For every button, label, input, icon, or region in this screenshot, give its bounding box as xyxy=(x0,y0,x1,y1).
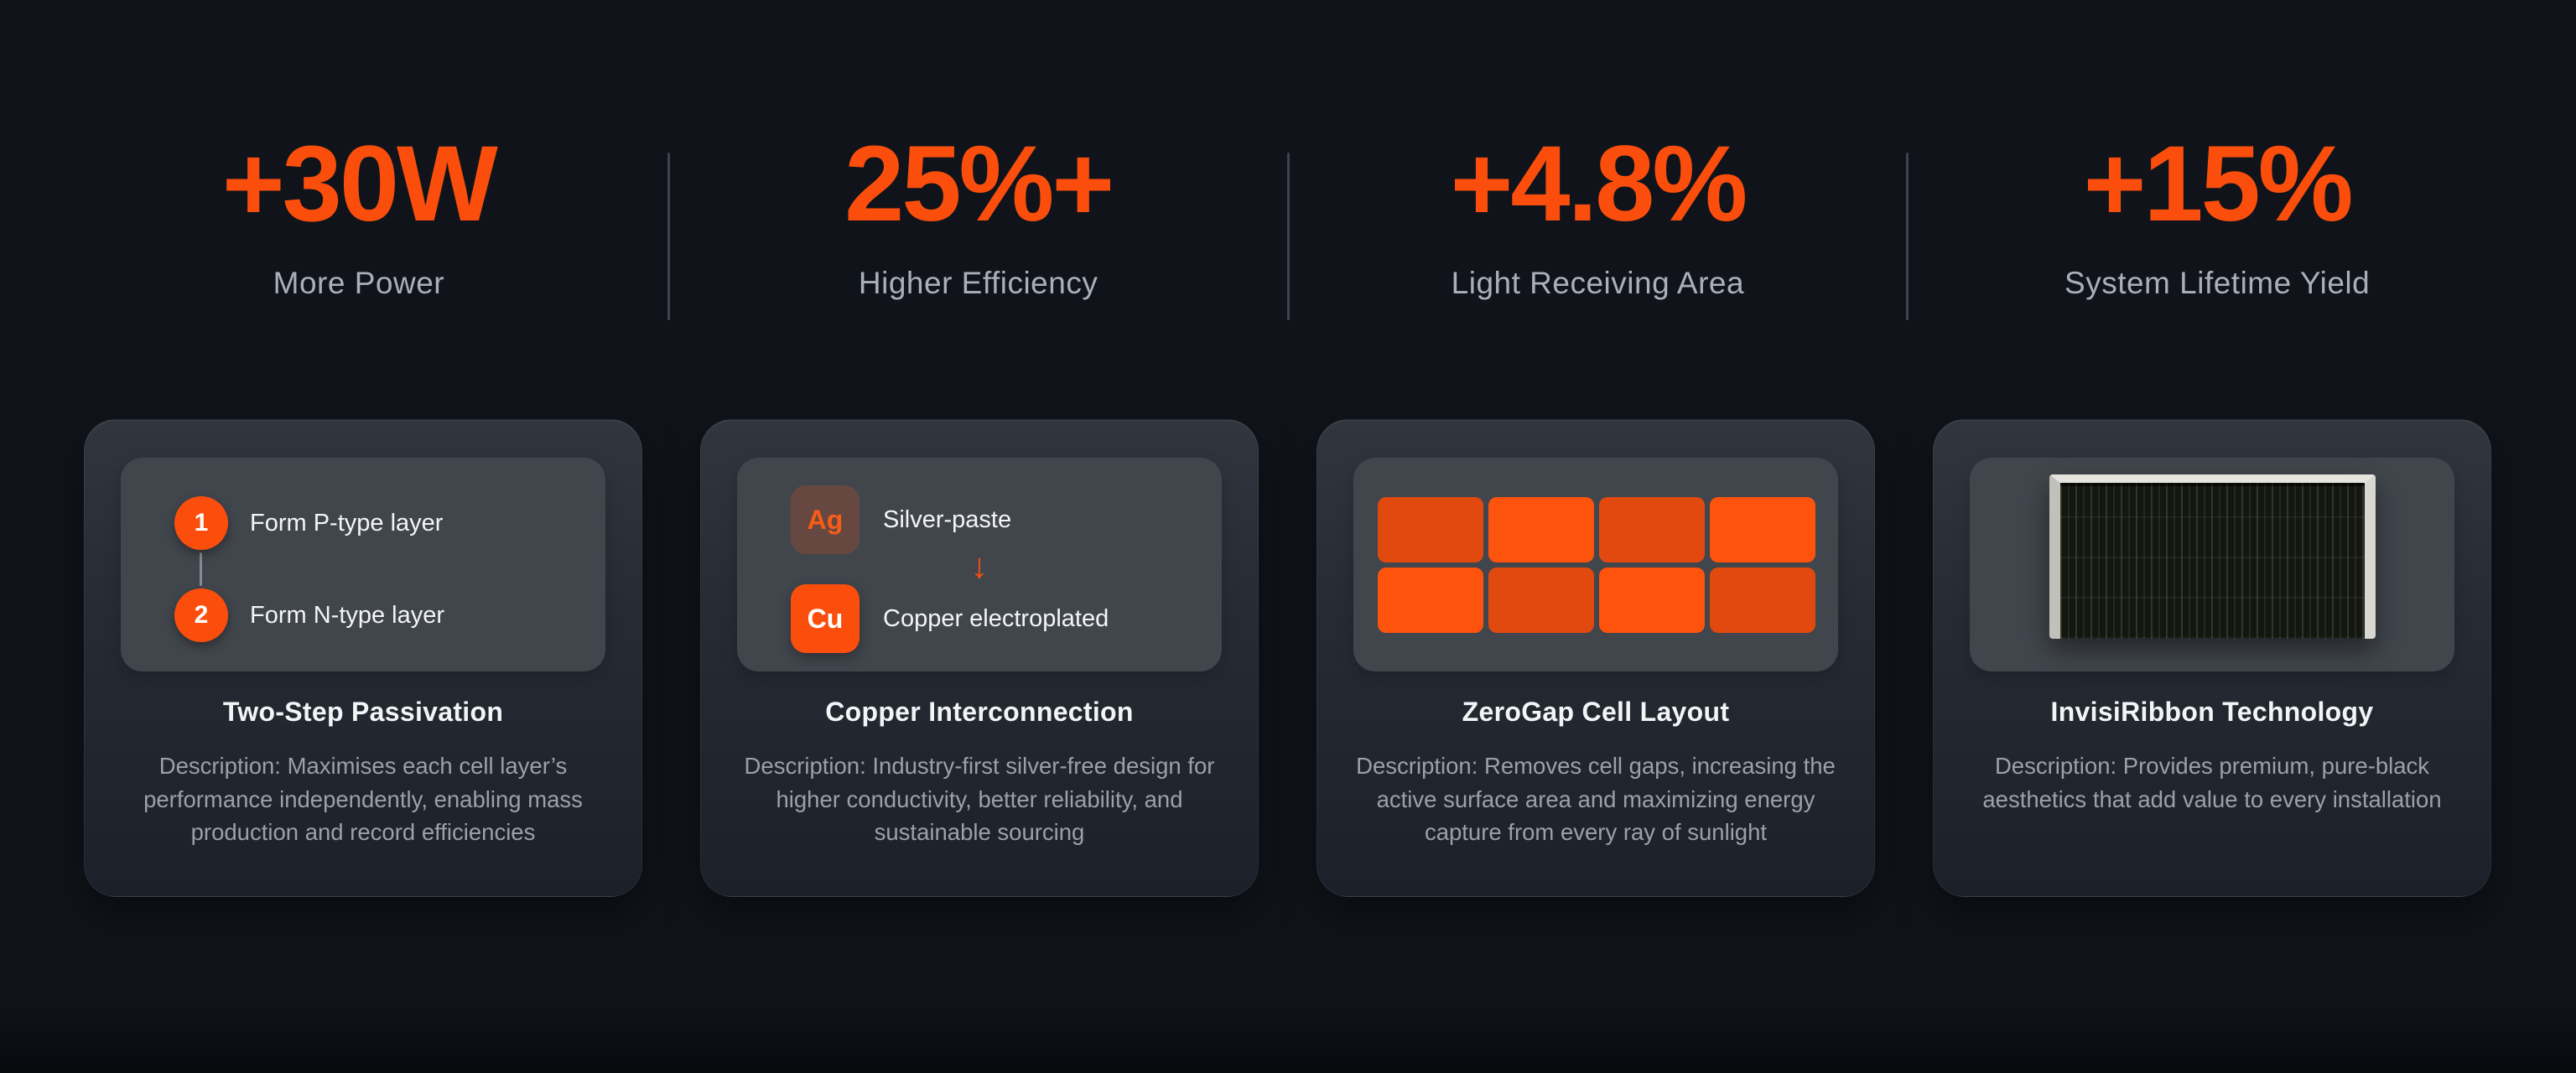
step-connector-line xyxy=(200,552,202,586)
stat-label: Light Receiving Area xyxy=(1451,265,1745,300)
stat-divider xyxy=(667,153,670,320)
stat-value: +30W xyxy=(221,124,498,244)
card-description: Description: Maximises each cell layer’s… xyxy=(143,753,583,846)
feature-card-zerogap-cell-layout: ZeroGap Cell Layout Description: Removes… xyxy=(1317,419,1875,897)
card-title: Two-Step Passivation xyxy=(222,697,504,727)
solar-cell-grid xyxy=(1378,497,1815,633)
solar-cell xyxy=(1710,568,1815,633)
solar-cell xyxy=(1378,568,1483,633)
down-arrow-icon: ↓ xyxy=(970,546,989,585)
feature-card-copper-interconnection: Ag Silver-paste ↓ Cu Copper electroplate… xyxy=(700,419,1259,897)
solar-cell xyxy=(1488,568,1594,633)
solar-panel-image xyxy=(2049,474,2376,639)
copper-cu-chip: Cu xyxy=(791,584,860,653)
step-row-1: 1 Form P-type layer xyxy=(174,496,605,550)
silver-paste-label: Silver-paste xyxy=(883,505,1012,533)
solar-cell xyxy=(1488,497,1594,562)
stat-value: 25%+ xyxy=(844,124,1114,244)
steps-panel: 1 Form P-type layer 2 Form N-type layer xyxy=(121,458,605,671)
stat-label: System Lifetime Yield xyxy=(2064,265,2371,300)
stat-divider xyxy=(1286,153,1290,320)
copper-row: Cu Copper electroplated xyxy=(791,584,1222,653)
step-2-badge: 2 xyxy=(174,588,228,642)
step-1-badge: 1 xyxy=(174,496,228,550)
photo-panel xyxy=(1970,458,2454,671)
copper-label: Copper electroplated xyxy=(883,604,1109,632)
step-2-label: Form N-type layer xyxy=(250,601,445,629)
stat-higher-efficiency: 25%+ Higher Efficiency xyxy=(670,124,1287,301)
stat-value: +15% xyxy=(2083,124,2354,244)
feature-card-invisiribbon-technology: InvisiRibbon Technology Description: Pro… xyxy=(1933,419,2491,897)
stat-label: Higher Efficiency xyxy=(858,265,1098,300)
feature-cards-row: 1 Form P-type layer 2 Form N-type layer … xyxy=(84,419,2491,897)
card-description: Description: Removes cell gaps, increasi… xyxy=(1356,753,1836,846)
card-description: Description: Industry-first silver-free … xyxy=(744,753,1215,846)
feature-card-two-step-passivation: 1 Form P-type layer 2 Form N-type layer … xyxy=(84,419,642,897)
silver-paste-row: Ag Silver-paste xyxy=(791,485,1222,554)
stat-system-lifetime-yield: +15% System Lifetime Yield xyxy=(1909,124,2526,301)
card-title: ZeroGap Cell Layout xyxy=(1462,697,1730,727)
stat-divider xyxy=(1906,153,1909,320)
solar-cell xyxy=(1710,497,1815,562)
step-1-label: Form P-type layer xyxy=(250,509,444,536)
silver-ag-chip: Ag xyxy=(791,485,860,554)
cell-layout-panel xyxy=(1353,458,1838,671)
step-row-2: 2 Form N-type layer xyxy=(174,588,605,642)
solar-cell xyxy=(1599,497,1705,562)
stat-label: More Power xyxy=(273,265,445,300)
stat-value: +4.8% xyxy=(1450,124,1748,244)
stat-more-power: +30W More Power xyxy=(50,124,667,301)
card-description: Description: Provides premium, pure-blac… xyxy=(1982,753,2442,812)
solar-cell xyxy=(1599,568,1705,633)
stats-row: +30W More Power 25%+ Higher Efficiency +… xyxy=(50,124,2526,320)
card-title: Copper Interconnection xyxy=(825,697,1134,727)
stat-light-receiving-area: +4.8% Light Receiving Area xyxy=(1290,124,1907,301)
solar-cell xyxy=(1378,497,1483,562)
process-panel: Ag Silver-paste ↓ Cu Copper electroplate… xyxy=(737,458,1222,671)
card-title: InvisiRibbon Technology xyxy=(2050,697,2374,727)
